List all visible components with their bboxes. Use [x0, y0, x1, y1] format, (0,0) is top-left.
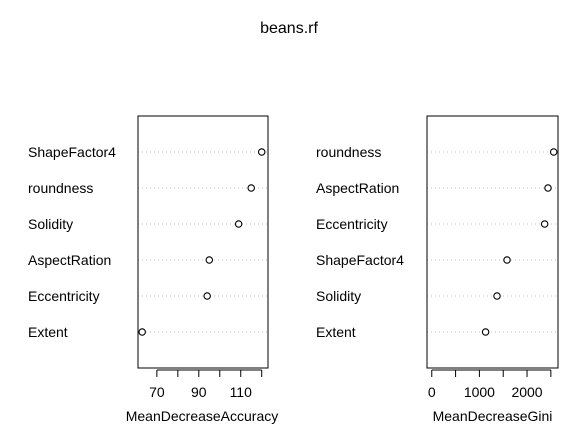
variable-label: Extent	[28, 324, 68, 340]
data-point	[138, 328, 146, 336]
plot-frame	[137, 115, 269, 369]
accuracy-panel: ShapeFactor4 roundness Solidity AspectRatio…	[28, 115, 279, 424]
data-point	[549, 148, 558, 156]
x-tick-label: 70	[149, 384, 165, 400]
variable-label: Solidity	[28, 216, 73, 232]
x-tick-label: 90	[191, 384, 207, 400]
data-point	[203, 292, 211, 300]
data-point	[205, 256, 214, 264]
x-tick-label: 0	[428, 384, 436, 400]
data-point	[493, 292, 501, 300]
x-axis-title: MeanDecreaseAccuracy	[126, 408, 279, 424]
variable-label: ShapeFactor4	[28, 144, 116, 160]
x-tick-label: 110	[230, 384, 253, 400]
data-point	[481, 328, 490, 336]
variable-label: Eccentricity	[28, 288, 100, 304]
variable-label: Extent	[316, 324, 356, 340]
data-point	[544, 184, 552, 192]
plot-frame	[426, 115, 559, 369]
variable-label: AspectRation	[316, 180, 399, 196]
chart-title: beans.rf	[260, 20, 318, 37]
gini-panel: roundness AspectRation Eccentricity ShapeFa…	[316, 115, 559, 424]
variable-label: Solidity	[316, 288, 361, 304]
data-point	[503, 256, 511, 264]
variable-label: ShapeFactor4	[316, 252, 404, 268]
variable-label: Eccentricity	[316, 216, 388, 232]
x-tick-label: 1000	[464, 384, 495, 400]
data-point	[247, 184, 255, 192]
data-point	[234, 220, 243, 228]
x-tick-label: 2000	[511, 384, 542, 400]
x-axis-title: MeanDecreaseGini	[433, 408, 553, 424]
data-point	[540, 220, 549, 228]
variable-label: roundness	[28, 180, 93, 196]
variable-label: AspectRation	[28, 252, 111, 268]
variable-label: roundness	[316, 144, 381, 160]
data-point	[257, 148, 266, 156]
panels: ShapeFactor4 roundness Solidity AspectRatio…	[28, 115, 559, 424]
